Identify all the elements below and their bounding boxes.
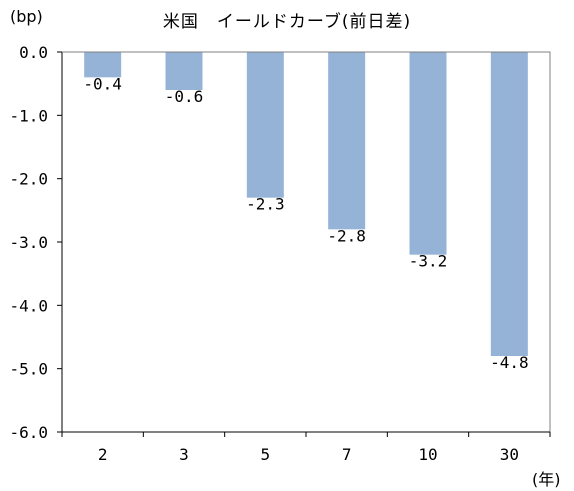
chart-title: 米国 イールドカーブ(前日差): [162, 12, 412, 32]
data-label: -3.2: [409, 252, 448, 271]
bar: [490, 52, 528, 356]
y-tick-label: 0.0: [19, 43, 48, 62]
data-label: -2.3: [246, 195, 285, 214]
plot-area: [61, 51, 551, 433]
plot-border: [61, 51, 551, 433]
y-tick-label: -3.0: [9, 233, 48, 252]
y-tick-label: -4.0: [9, 296, 48, 315]
x-tick-label: 7: [342, 445, 352, 464]
x-tick-label: 10: [418, 445, 437, 464]
x-tick-label: 5: [261, 445, 271, 464]
x-tick-label: 3: [179, 445, 189, 464]
bar: [328, 52, 366, 230]
y-tick-label: -6.0: [9, 423, 48, 442]
x-axis-label: (年): [532, 470, 561, 489]
bar: [409, 52, 447, 255]
data-label: -0.6: [165, 87, 204, 106]
y-tick-label: -2.0: [9, 170, 48, 189]
bar: [165, 52, 203, 90]
data-label: -0.4: [83, 74, 122, 93]
x-tick-label: 2: [98, 445, 108, 464]
x-tick-label: 30: [500, 445, 519, 464]
data-label: -4.8: [490, 353, 529, 372]
labels-group: 0.0 -1.0 -2.0 -3.0 -4.0 -5.0 -6.0 2 -0.4 3 -0.6 5 -2…: [9, 43, 528, 464]
y-tick-label: -5.0: [9, 360, 48, 379]
bar: [84, 52, 122, 78]
y-tick-label: -1.0: [9, 106, 48, 125]
bars-group: [84, 52, 528, 356]
bar: [246, 52, 284, 198]
axes-group: [57, 51, 551, 437]
data-label: -2.8: [327, 226, 366, 245]
y-axis-label: (bp): [10, 7, 43, 26]
